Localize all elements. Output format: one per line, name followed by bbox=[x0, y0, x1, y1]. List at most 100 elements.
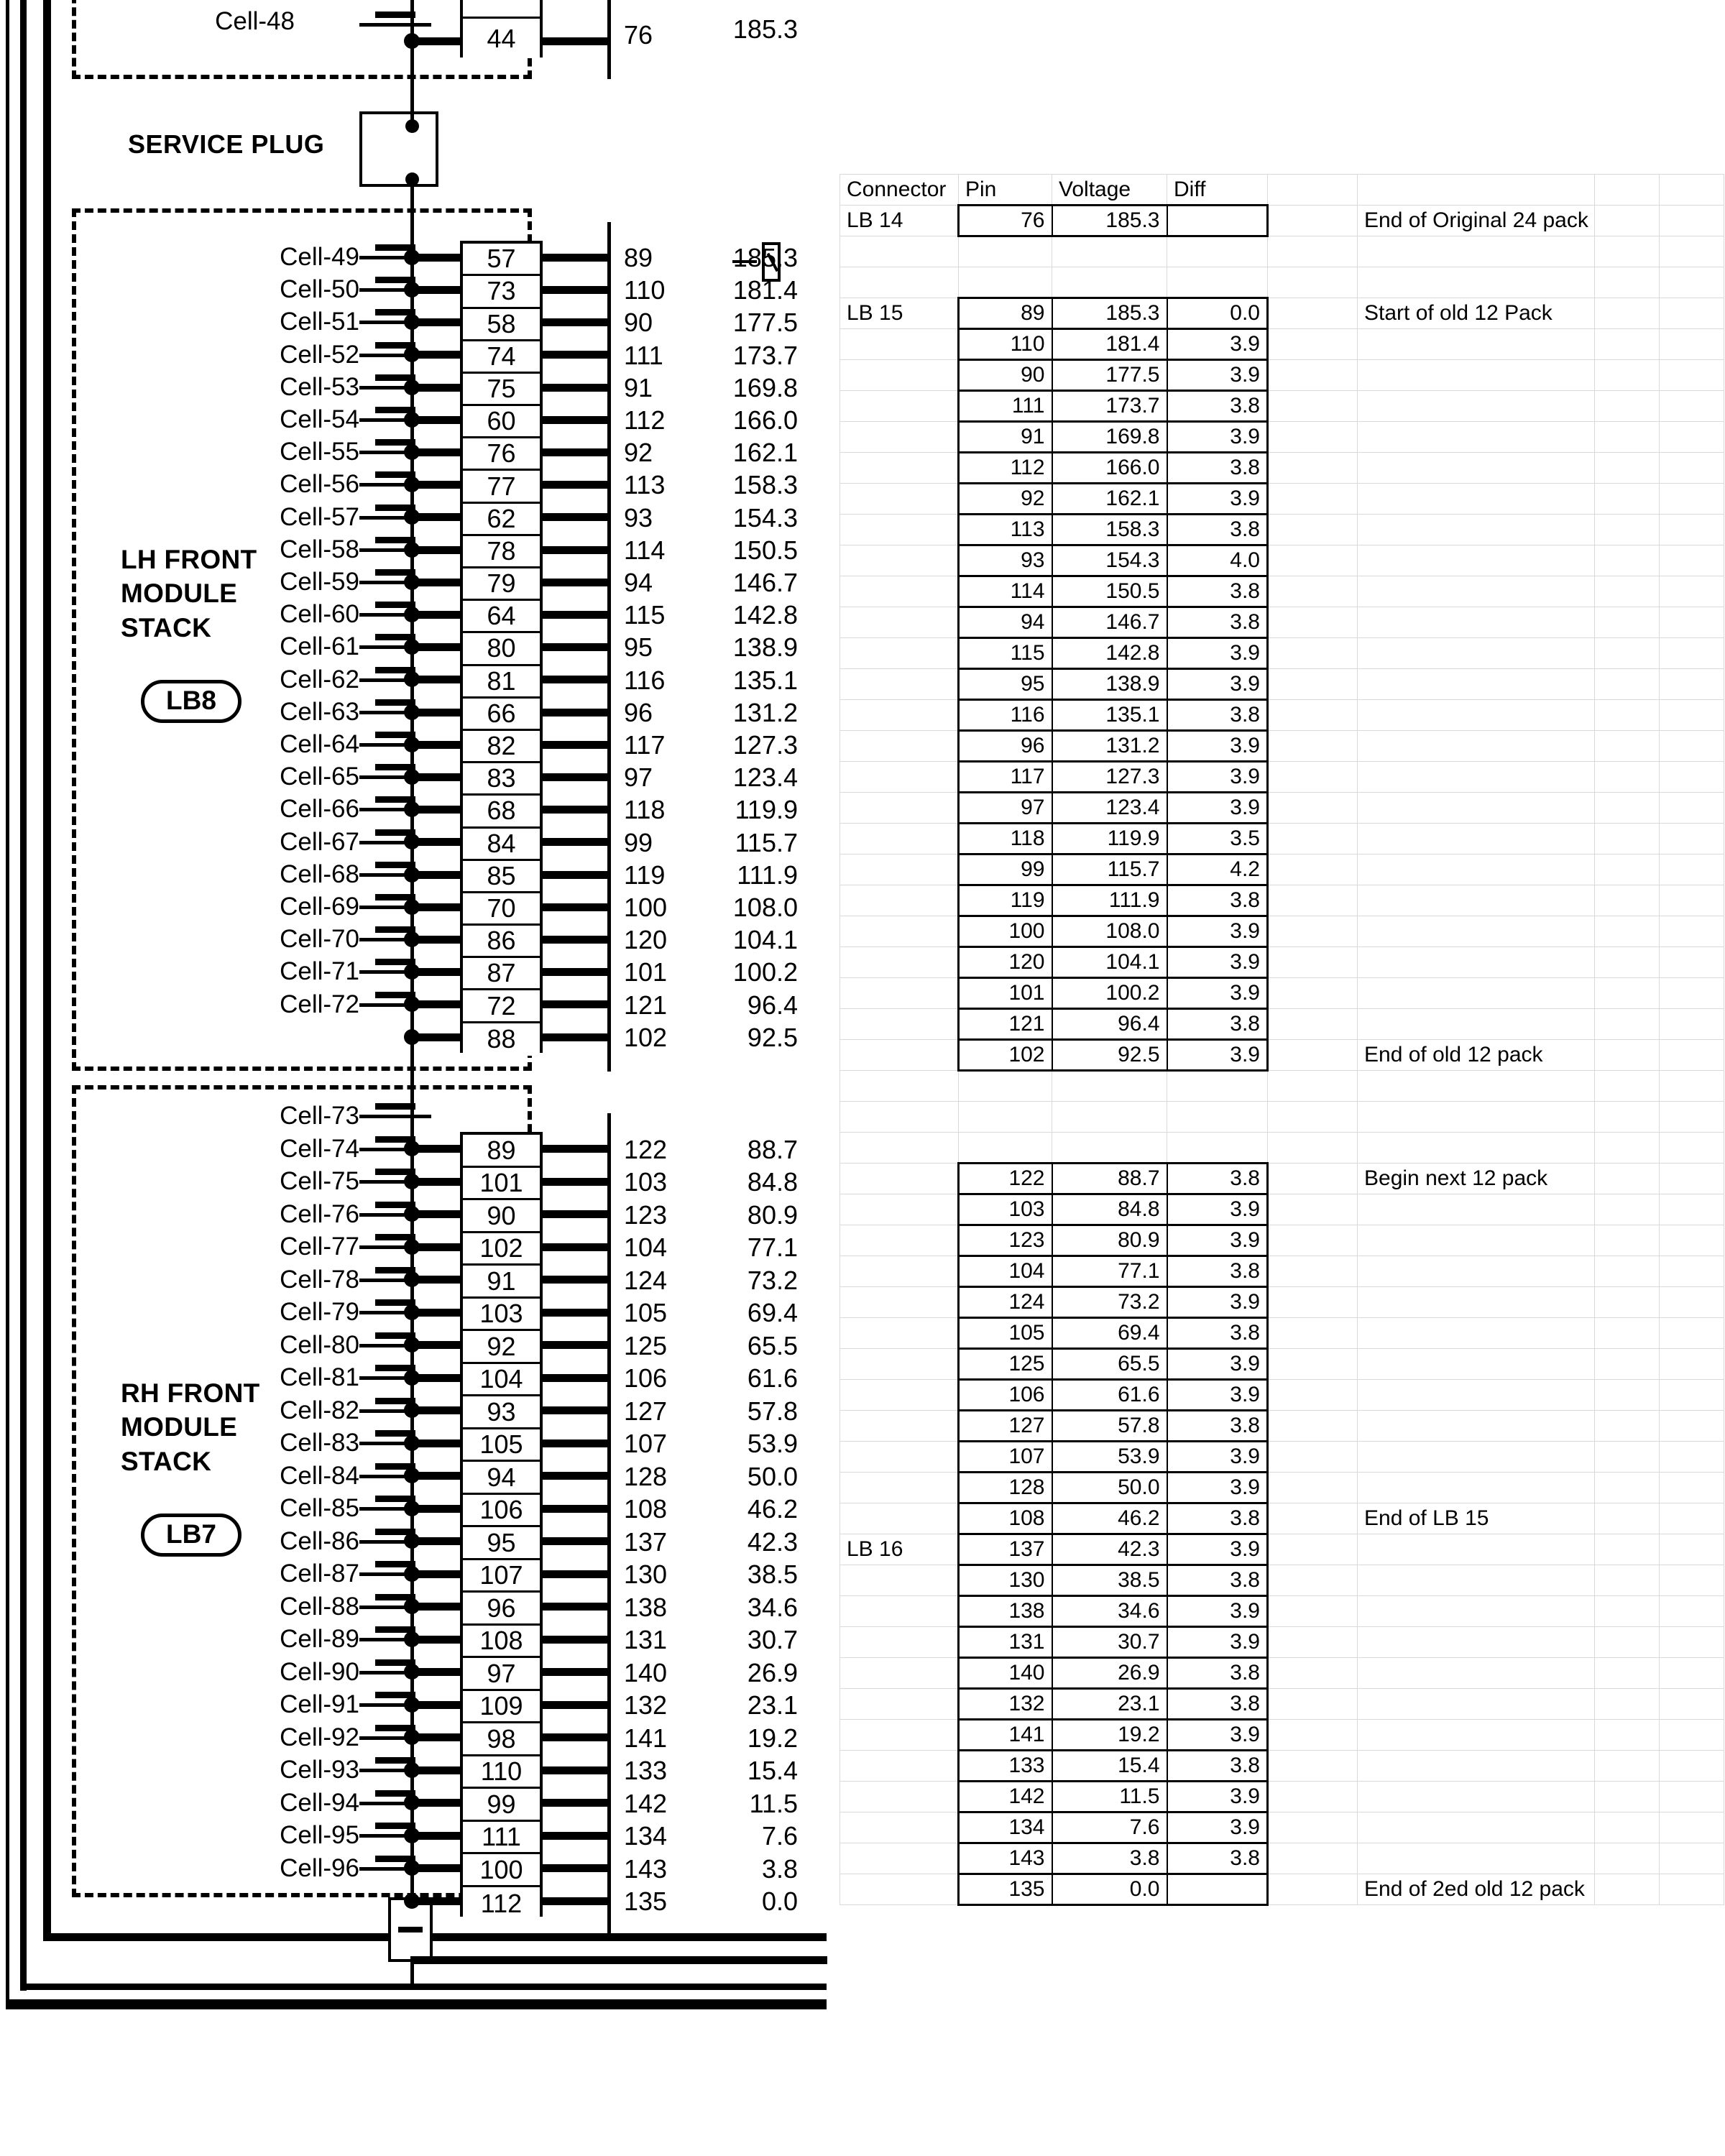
table-row: 123 80.9 3.9 bbox=[840, 1225, 1724, 1257]
cell-spacer bbox=[1267, 1256, 1358, 1287]
cell-label: Cell-63 bbox=[280, 697, 359, 726]
table-row: 100 108.0 3.9 bbox=[840, 916, 1724, 948]
cell-connector bbox=[840, 699, 959, 731]
cell-diff: 3.9 bbox=[1166, 637, 1269, 670]
cell-spacer bbox=[1267, 637, 1358, 669]
negative-terminal-lead bbox=[410, 1958, 414, 1989]
cell-pad-1 bbox=[1594, 1317, 1660, 1349]
cell-note bbox=[1357, 267, 1595, 298]
pin-number: 113 bbox=[624, 470, 666, 500]
connector-box: 64 bbox=[463, 601, 540, 634]
cell-diff: 3.8 bbox=[1166, 607, 1269, 639]
connector-pin-wire bbox=[543, 1177, 607, 1186]
cell-plate-long-icon bbox=[359, 515, 431, 520]
cell-plate-short-icon bbox=[375, 536, 415, 543]
cell-diff bbox=[1166, 1874, 1269, 1906]
cell-voltage: 131.2 bbox=[1051, 730, 1167, 763]
cell-spacer bbox=[1267, 421, 1358, 453]
cell-pad-1 bbox=[1594, 390, 1660, 422]
table-row: 143 3.8 3.8 bbox=[840, 1843, 1724, 1875]
voltage-reading: 92.5 bbox=[747, 1022, 798, 1052]
table-row: 92 162.1 3.9 bbox=[840, 483, 1724, 515]
cell-voltage: 7.6 bbox=[1051, 1812, 1167, 1844]
pin-number: 101 bbox=[624, 957, 668, 987]
connector-pin-wire bbox=[543, 383, 607, 392]
cell-voltage: 69.4 bbox=[1051, 1317, 1167, 1350]
cell-pad-2 bbox=[1659, 1163, 1724, 1194]
cell-pin: 110 bbox=[957, 328, 1052, 361]
connector-pin-wire bbox=[543, 545, 607, 554]
cell-label: Cell-70 bbox=[280, 925, 359, 954]
cell-note: End of old 12 pack bbox=[1357, 1039, 1595, 1071]
connector-box: 101 bbox=[463, 1167, 540, 1201]
cell-plate-short-icon bbox=[375, 1299, 415, 1306]
cell-tap-wire bbox=[412, 1766, 460, 1774]
cell-pad-2 bbox=[1659, 1750, 1724, 1782]
pin-number: 93 bbox=[624, 502, 653, 533]
cell-label: Cell-83 bbox=[280, 1429, 359, 1457]
cell-diff: 3.8 bbox=[1166, 1008, 1269, 1041]
voltage-reading: 73.2 bbox=[747, 1265, 798, 1295]
cell-diff: 3.9 bbox=[1166, 1626, 1269, 1659]
cell-pin: 93 bbox=[957, 545, 1052, 577]
cell-connector bbox=[840, 390, 959, 422]
cell-pad-2 bbox=[1659, 823, 1724, 854]
cell-voltage: 65.5 bbox=[1051, 1348, 1167, 1381]
cell-plate-long-icon bbox=[359, 1834, 431, 1838]
table-row: 104 77.1 3.8 bbox=[840, 1256, 1724, 1288]
cell-note bbox=[1357, 946, 1595, 978]
cell-pad-1 bbox=[1594, 730, 1660, 762]
cell-pad-2 bbox=[1659, 1410, 1724, 1442]
cell-pad-1 bbox=[1594, 1256, 1660, 1287]
cell-voltage: 142.8 bbox=[1051, 637, 1167, 670]
cell-pin: 108 bbox=[957, 1503, 1052, 1535]
cell-voltage: 84.8 bbox=[1051, 1194, 1167, 1226]
cell-spacer bbox=[1267, 668, 1358, 700]
cell-pad-1 bbox=[1594, 885, 1660, 916]
cell-pad-2 bbox=[1659, 1719, 1724, 1751]
cell-plate-short-icon bbox=[375, 1757, 415, 1764]
cell-spacer bbox=[1267, 1595, 1358, 1627]
cell-plate-long-icon bbox=[359, 840, 431, 844]
pin-number: 97 bbox=[624, 763, 653, 793]
cell-pad-2 bbox=[1659, 1225, 1724, 1256]
voltage-reading: 50.0 bbox=[747, 1461, 798, 1491]
cell-diff: 3.9 bbox=[1166, 1348, 1269, 1381]
cell-plate-long-icon bbox=[359, 613, 431, 617]
cell-note bbox=[1357, 1317, 1595, 1349]
voltage-reading: 11.5 bbox=[749, 1788, 798, 1818]
cell-plate-short-icon bbox=[375, 732, 415, 738]
cell-pin bbox=[958, 267, 1052, 298]
connector-box: 89 bbox=[463, 1135, 540, 1168]
voltage-reading: 104.1 bbox=[732, 925, 798, 955]
lh-stack-title: LH FRONT MODULE STACK bbox=[121, 545, 257, 642]
voltage-reading: 115.7 bbox=[735, 827, 798, 857]
cell-tap-wire bbox=[412, 383, 460, 392]
cell-tap-wire bbox=[412, 773, 460, 781]
cell-diff: 3.9 bbox=[1166, 421, 1269, 453]
connector-pin-wire bbox=[543, 968, 607, 977]
cell-pad-1 bbox=[1594, 1194, 1660, 1225]
cell-connector bbox=[840, 545, 959, 576]
cell-pin: 107 bbox=[957, 1441, 1052, 1473]
connector-box: 92 bbox=[463, 1331, 540, 1364]
cell-diff: 3.9 bbox=[1166, 1225, 1269, 1257]
table-row: 116 135.1 3.8 bbox=[840, 699, 1724, 732]
connector-pin-wire bbox=[543, 740, 607, 749]
connector-pin-wire bbox=[543, 1276, 607, 1284]
cell-voltage: 88.7 bbox=[1051, 1162, 1167, 1195]
cell-plate-long-icon bbox=[359, 321, 431, 325]
pin-number: 108 bbox=[624, 1494, 668, 1524]
cell-label: Cell-80 bbox=[280, 1330, 359, 1359]
connector-box: 76 bbox=[463, 438, 540, 471]
cell-pad-2 bbox=[1659, 1070, 1724, 1102]
table-row: 112 166.0 3.8 bbox=[840, 452, 1724, 484]
connector-pin-wire bbox=[543, 1766, 607, 1774]
cell-pad-2 bbox=[1659, 885, 1724, 916]
service-plug-contact-icon bbox=[732, 260, 757, 263]
pin-number: 111 bbox=[624, 340, 663, 370]
pin-number: 130 bbox=[624, 1560, 668, 1589]
cell-pad-1 bbox=[1594, 1626, 1660, 1658]
table-row: 125 65.5 3.9 bbox=[840, 1348, 1724, 1381]
cell-tap-wire bbox=[412, 1897, 460, 1905]
